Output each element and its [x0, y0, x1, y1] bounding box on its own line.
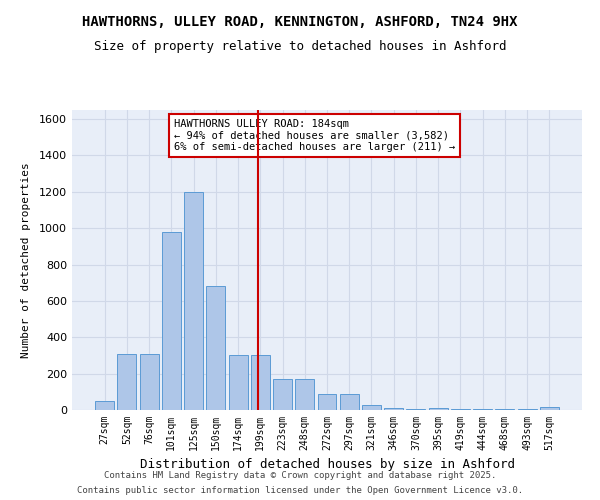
Bar — [162, 232, 181, 410]
Bar — [384, 408, 403, 410]
Bar — [317, 394, 337, 410]
Bar — [206, 286, 225, 410]
Bar — [518, 409, 536, 410]
Y-axis label: Number of detached properties: Number of detached properties — [20, 162, 31, 358]
Bar — [118, 354, 136, 410]
Bar — [140, 354, 158, 410]
X-axis label: Distribution of detached houses by size in Ashford: Distribution of detached houses by size … — [139, 458, 515, 471]
Bar — [95, 401, 114, 410]
Text: Contains HM Land Registry data © Crown copyright and database right 2025.: Contains HM Land Registry data © Crown c… — [104, 471, 496, 480]
Bar — [273, 379, 292, 410]
Bar — [295, 379, 314, 410]
Bar — [451, 409, 470, 410]
Bar — [429, 408, 448, 410]
Bar — [251, 356, 270, 410]
Bar — [496, 409, 514, 410]
Text: Contains public sector information licensed under the Open Government Licence v3: Contains public sector information licen… — [77, 486, 523, 495]
Text: Size of property relative to detached houses in Ashford: Size of property relative to detached ho… — [94, 40, 506, 53]
Bar — [184, 192, 203, 410]
Text: HAWTHORNS ULLEY ROAD: 184sqm
← 94% of detached houses are smaller (3,582)
6% of : HAWTHORNS ULLEY ROAD: 184sqm ← 94% of de… — [174, 119, 455, 152]
Bar — [473, 409, 492, 410]
Bar — [406, 409, 425, 410]
Bar — [340, 394, 359, 410]
Text: HAWTHORNS, ULLEY ROAD, KENNINGTON, ASHFORD, TN24 9HX: HAWTHORNS, ULLEY ROAD, KENNINGTON, ASHFO… — [82, 15, 518, 29]
Bar — [540, 408, 559, 410]
Bar — [229, 356, 248, 410]
Bar — [362, 406, 381, 410]
